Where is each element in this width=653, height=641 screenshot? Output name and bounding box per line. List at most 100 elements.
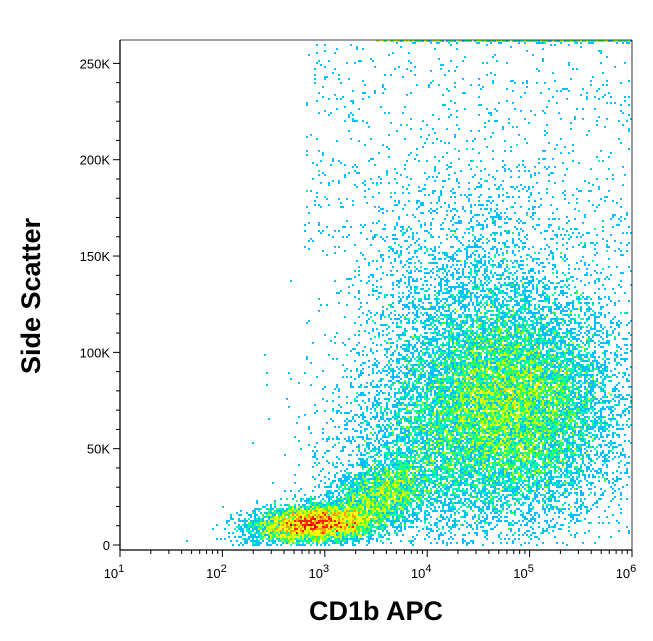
event-dot	[480, 316, 482, 318]
event-dot	[348, 338, 350, 340]
event-dot	[420, 226, 422, 228]
event-dot	[552, 272, 554, 274]
event-dot	[616, 356, 618, 358]
event-dot	[530, 296, 532, 298]
event-dot	[508, 296, 510, 298]
event-dot	[548, 328, 550, 330]
event-dot	[386, 328, 388, 330]
event-dot	[396, 42, 398, 44]
event-dot	[524, 328, 526, 330]
event-dot	[448, 330, 450, 332]
event-dot	[472, 264, 474, 266]
event-dot	[448, 174, 450, 176]
event-dot	[542, 266, 544, 268]
event-dot	[554, 320, 556, 322]
event-dot	[378, 250, 380, 252]
event-dot	[414, 292, 416, 294]
event-dot	[532, 364, 534, 366]
event-dot	[318, 224, 320, 226]
event-dot	[406, 330, 408, 332]
event-dot	[466, 250, 468, 252]
event-dot	[514, 108, 516, 110]
event-dot	[404, 106, 406, 108]
event-dot	[566, 330, 568, 332]
event-dot	[416, 364, 418, 366]
event-dot	[484, 138, 486, 140]
event-dot	[344, 174, 346, 176]
event-dot	[444, 74, 446, 76]
event-dot	[538, 40, 540, 42]
event-dot	[552, 72, 554, 74]
event-dot	[440, 314, 442, 316]
event-dot	[290, 280, 292, 282]
event-dot	[476, 334, 478, 336]
event-dot	[486, 44, 488, 46]
event-dot	[484, 364, 486, 366]
event-dot	[460, 286, 462, 288]
event-dot	[404, 282, 406, 284]
event-dot	[396, 326, 398, 328]
event-dot	[518, 134, 520, 136]
event-dot	[468, 330, 470, 332]
event-dot	[464, 324, 466, 326]
event-dot	[456, 270, 458, 272]
event-dot	[456, 110, 458, 112]
event-dot	[414, 350, 416, 352]
event-dot	[418, 370, 420, 372]
event-dot	[540, 322, 542, 324]
event-dot	[570, 368, 572, 370]
event-dot	[444, 268, 446, 270]
event-dot	[554, 80, 556, 82]
event-dot	[430, 318, 432, 320]
event-dot	[576, 42, 578, 44]
event-dot	[460, 326, 462, 328]
event-dot	[344, 226, 346, 228]
event-dot	[600, 62, 602, 64]
event-dot	[390, 274, 392, 276]
event-dot	[558, 356, 560, 358]
event-dot	[588, 360, 590, 362]
event-dot	[450, 320, 452, 322]
event-dot	[448, 366, 450, 368]
event-dot	[514, 272, 516, 274]
event-dot	[526, 276, 528, 278]
event-dot	[498, 196, 500, 198]
event-dot	[586, 364, 588, 366]
event-dot	[350, 112, 352, 114]
event-dot	[464, 294, 466, 296]
event-dot	[376, 40, 378, 42]
event-dot	[440, 290, 442, 292]
event-dot	[324, 78, 326, 80]
event-dot	[462, 306, 464, 308]
event-dot	[406, 368, 408, 370]
event-dot	[514, 322, 516, 324]
event-dot	[380, 256, 382, 258]
event-dot	[464, 334, 466, 336]
event-dot	[530, 368, 532, 370]
event-dot	[414, 336, 416, 338]
event-dot	[498, 102, 500, 104]
event-dot	[518, 354, 520, 356]
event-dot	[476, 360, 478, 362]
event-dot	[512, 90, 514, 92]
event-dot	[516, 370, 518, 372]
event-dot	[404, 204, 406, 206]
event-dot	[360, 60, 362, 62]
event-dot	[516, 40, 518, 42]
event-dot	[460, 324, 462, 326]
event-dot	[436, 342, 438, 344]
event-dot	[524, 358, 526, 360]
event-dot	[450, 312, 452, 314]
event-dot	[568, 330, 570, 332]
event-dot	[510, 176, 512, 178]
event-dot	[332, 358, 334, 360]
event-dot	[518, 176, 520, 178]
event-dot	[418, 316, 420, 318]
event-dot	[470, 262, 472, 264]
event-dot	[554, 368, 556, 370]
event-dot	[486, 296, 488, 298]
event-dot	[558, 306, 560, 308]
event-dot	[578, 268, 580, 270]
event-dot	[540, 314, 542, 316]
event-dot	[516, 304, 518, 306]
